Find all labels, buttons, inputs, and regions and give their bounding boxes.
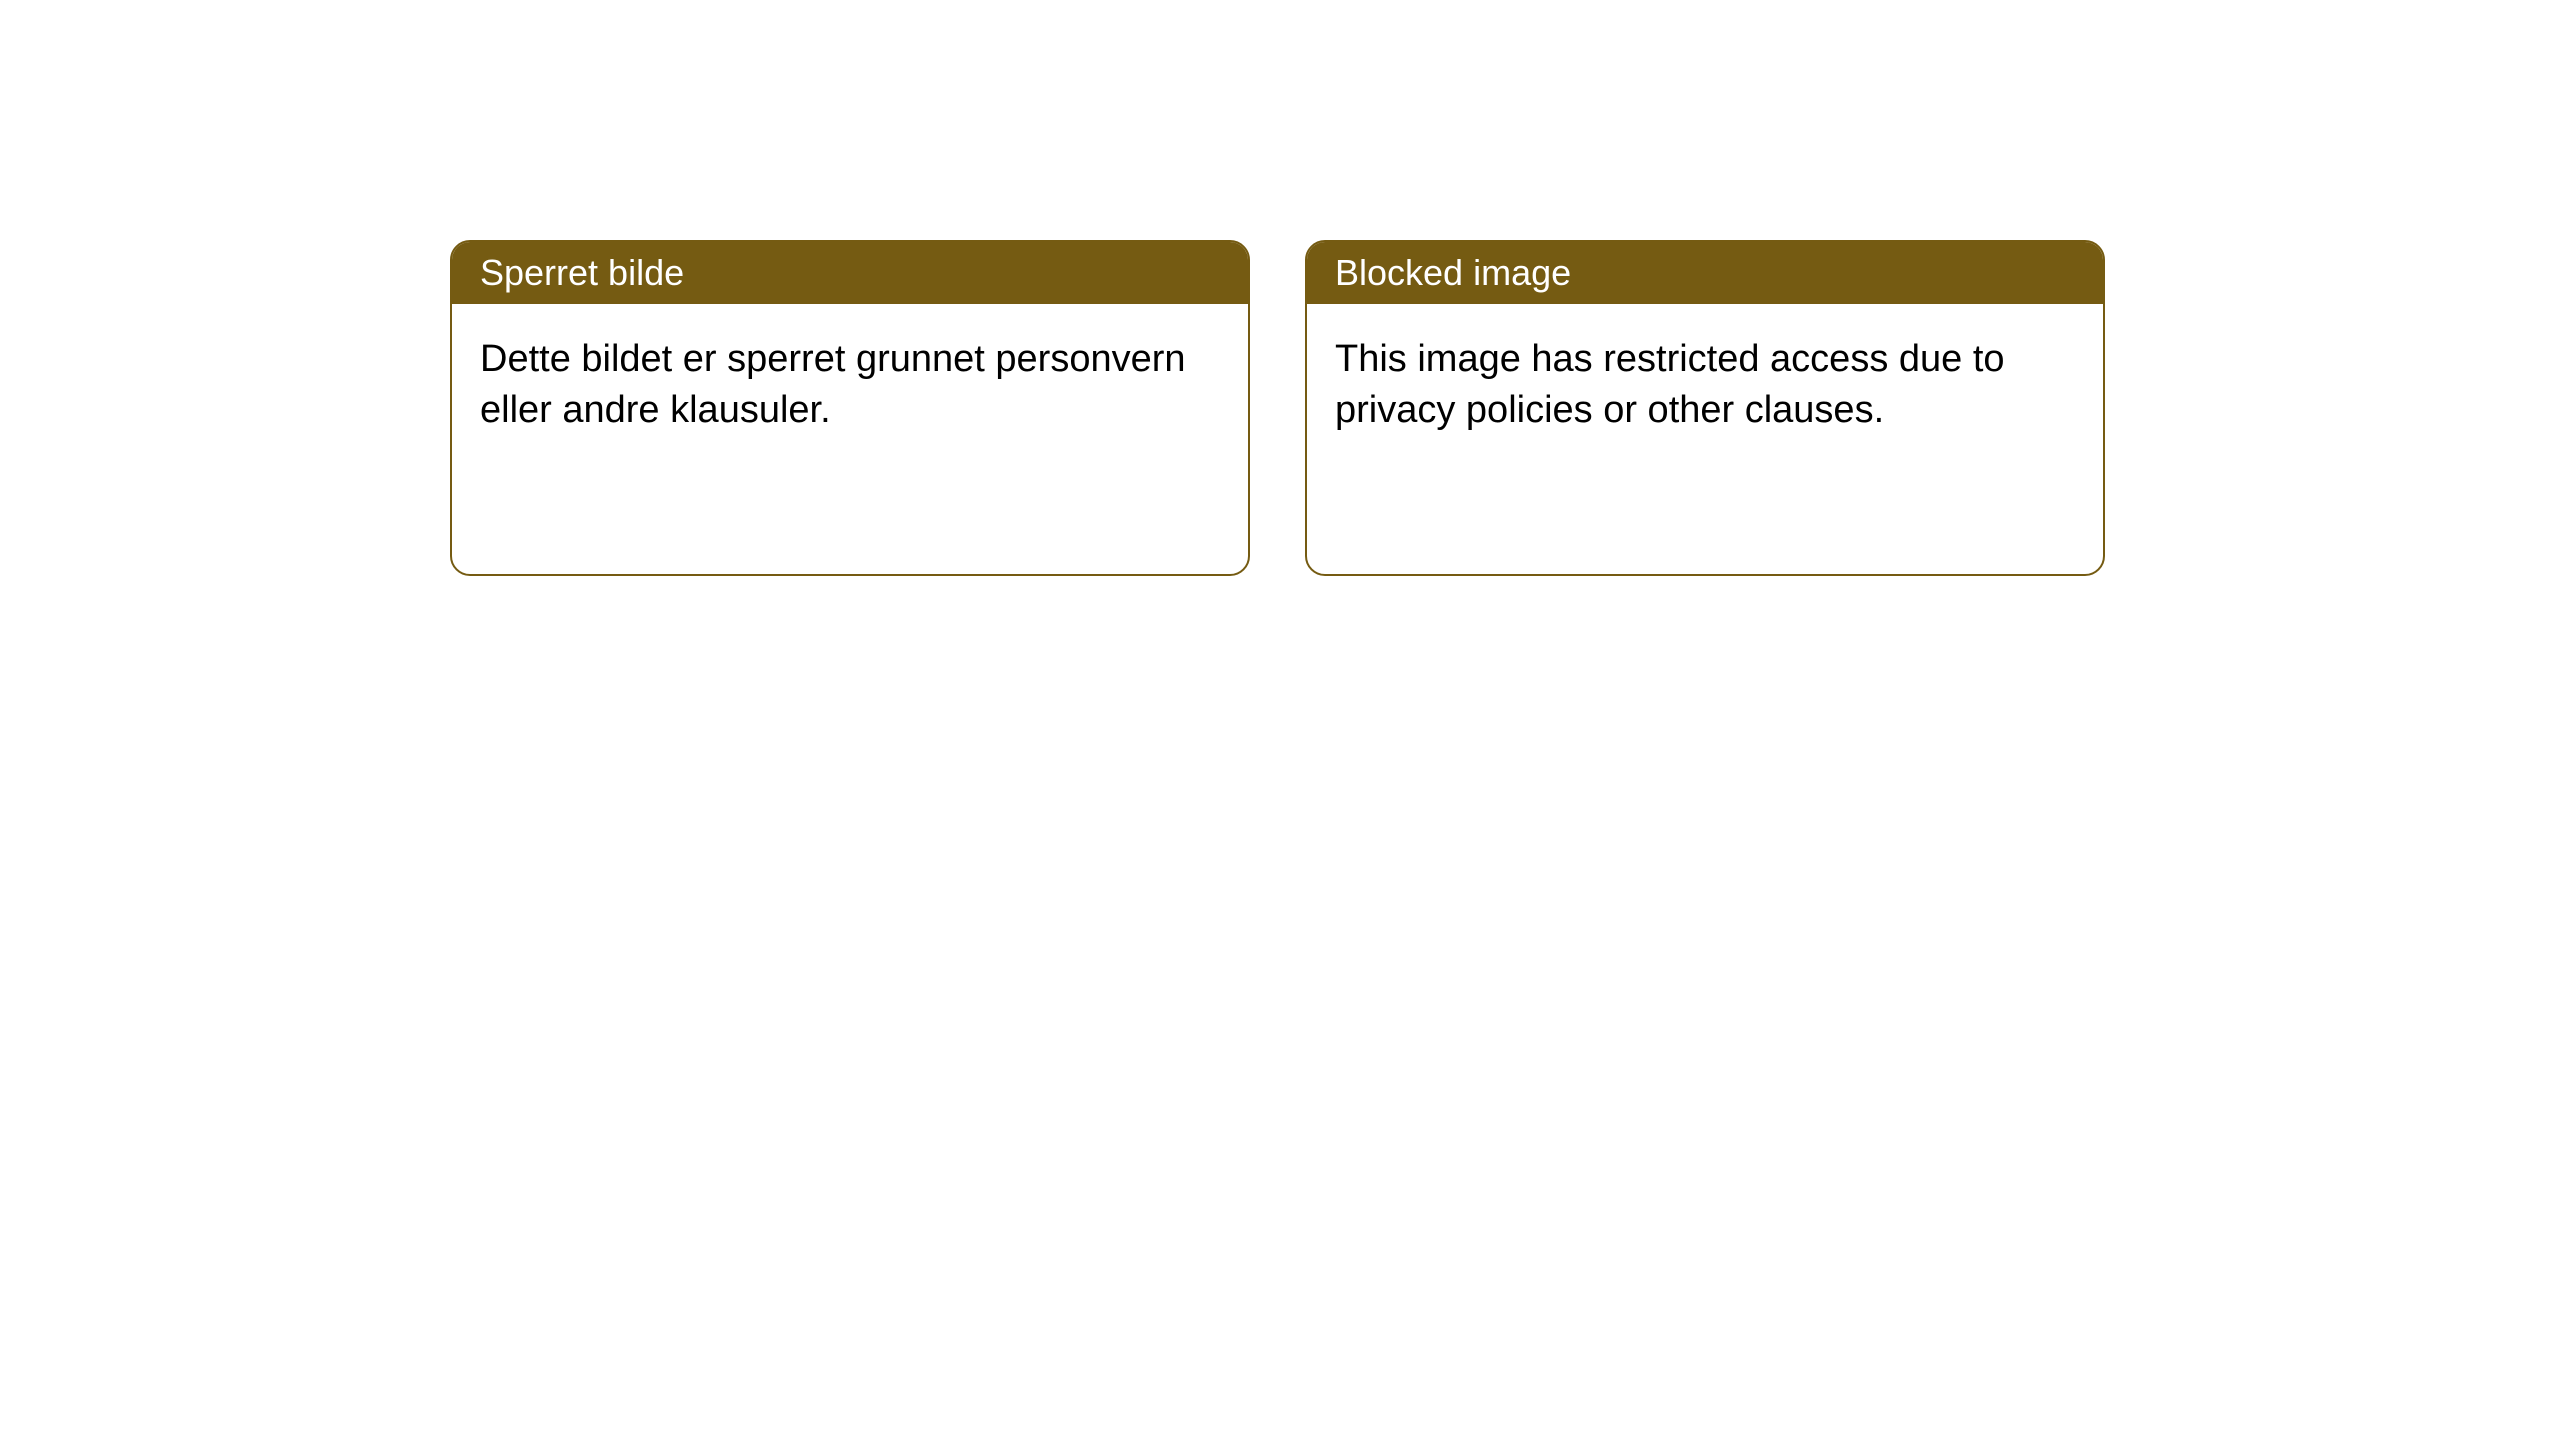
notice-card-body: This image has restricted access due to …: [1307, 304, 2103, 574]
notice-card-header: Sperret bilde: [452, 242, 1248, 304]
notice-card-norwegian: Sperret bilde Dette bildet er sperret gr…: [450, 240, 1250, 576]
notice-card-text: Dette bildet er sperret grunnet personve…: [480, 338, 1186, 431]
notice-card-title: Blocked image: [1335, 252, 1571, 293]
notice-card-header: Blocked image: [1307, 242, 2103, 304]
notice-card-text: This image has restricted access due to …: [1335, 338, 2005, 431]
notice-card-english: Blocked image This image has restricted …: [1305, 240, 2105, 576]
notice-card-body: Dette bildet er sperret grunnet personve…: [452, 304, 1248, 574]
notice-cards-container: Sperret bilde Dette bildet er sperret gr…: [450, 240, 2105, 576]
notice-card-title: Sperret bilde: [480, 252, 684, 293]
